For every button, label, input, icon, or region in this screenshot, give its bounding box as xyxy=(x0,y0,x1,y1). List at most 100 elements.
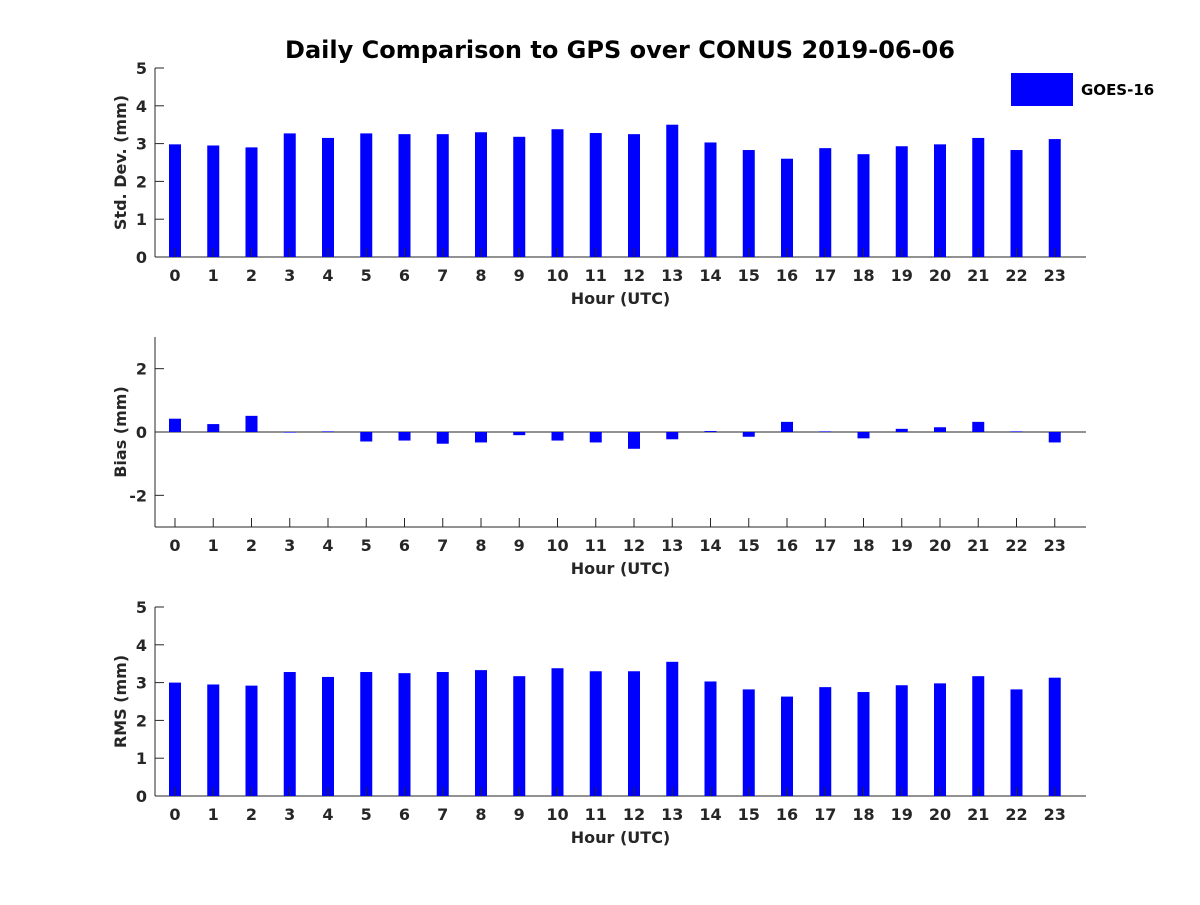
bar-hour-3 xyxy=(283,672,296,796)
bar-hour-8 xyxy=(475,132,487,257)
bar-hour-4 xyxy=(322,431,334,432)
bar-hour-0 xyxy=(169,418,181,432)
x-tick-label: 13 xyxy=(661,805,683,824)
x-tick-label: 0 xyxy=(169,536,180,555)
y-tick-label: 0 xyxy=(136,423,147,442)
bar-hour-18 xyxy=(857,432,870,439)
bar-hour-15 xyxy=(742,150,755,257)
bar-hour-22 xyxy=(1010,431,1023,432)
bar-hour-18 xyxy=(857,154,870,257)
x-tick-label: 23 xyxy=(1044,805,1066,824)
x-tick-label: 10 xyxy=(546,805,568,824)
y-axis-label: RMS (mm) xyxy=(111,655,130,748)
x-tick-label: 11 xyxy=(585,266,607,285)
bar-hour-4 xyxy=(322,676,334,796)
bar-hour-20 xyxy=(934,683,946,796)
x-tick-label: 2 xyxy=(246,536,257,555)
bar-hour-10 xyxy=(551,129,564,257)
bar-hour-12 xyxy=(628,671,640,796)
x-axis-label: Hour (UTC) xyxy=(571,559,671,578)
bar-hour-17 xyxy=(819,431,832,432)
bar-hour-14 xyxy=(704,142,717,257)
bar-hour-15 xyxy=(742,689,755,796)
bar-hour-23 xyxy=(1048,677,1061,796)
bar-hour-16 xyxy=(781,421,793,432)
x-tick-label: 23 xyxy=(1044,266,1066,285)
x-tick-label: 1 xyxy=(208,805,219,824)
x-tick-label: 2 xyxy=(246,266,257,285)
x-tick-label: 21 xyxy=(967,536,989,555)
x-tick-label: 7 xyxy=(437,805,448,824)
x-tick-label: 18 xyxy=(852,266,874,285)
x-tick-label: 4 xyxy=(322,266,333,285)
x-tick-label: 6 xyxy=(399,266,410,285)
x-tick-label: 2 xyxy=(246,805,257,824)
bar-hour-23 xyxy=(1048,432,1061,443)
y-tick-label: 0 xyxy=(136,248,147,267)
bar-hour-2 xyxy=(245,415,258,432)
x-tick-label: 9 xyxy=(514,266,525,285)
x-axis-label: Hour (UTC) xyxy=(571,828,671,847)
bar-hour-21 xyxy=(972,676,985,796)
bar-hour-6 xyxy=(398,673,411,796)
x-tick-label: 15 xyxy=(738,536,760,555)
bar-hour-18 xyxy=(857,692,870,796)
x-tick-label: 12 xyxy=(623,536,645,555)
x-tick-label: 13 xyxy=(661,266,683,285)
bar-hour-19 xyxy=(895,428,908,432)
bar-hour-10 xyxy=(551,668,564,796)
x-tick-label: 20 xyxy=(929,536,951,555)
bar-hour-7 xyxy=(436,134,449,257)
bar-hour-21 xyxy=(972,421,985,432)
x-tick-label: 5 xyxy=(361,536,372,555)
y-tick-label: 4 xyxy=(136,97,147,116)
bar-hour-0 xyxy=(169,682,181,796)
x-tick-label: 21 xyxy=(967,805,989,824)
bar-hour-21 xyxy=(972,137,985,257)
bar-hour-3 xyxy=(283,432,296,433)
y-tick-label: 5 xyxy=(136,59,147,78)
x-tick-label: 14 xyxy=(699,266,721,285)
x-tick-label: 17 xyxy=(814,266,836,285)
bar-hour-10 xyxy=(551,432,564,441)
x-tick-label: 20 xyxy=(929,805,951,824)
y-tick-label: 3 xyxy=(136,674,147,693)
bar-hour-13 xyxy=(666,661,679,796)
x-tick-label: 14 xyxy=(699,536,721,555)
bar-hour-2 xyxy=(245,685,258,796)
bar-hour-13 xyxy=(666,432,679,440)
bar-hour-11 xyxy=(589,671,602,796)
bar-hour-1 xyxy=(207,424,220,432)
bar-hour-14 xyxy=(704,681,717,796)
bar-hour-2 xyxy=(245,147,258,257)
bar-hour-5 xyxy=(360,672,373,796)
x-tick-label: 9 xyxy=(514,805,525,824)
x-tick-label: 13 xyxy=(661,536,683,555)
y-tick-label: 5 xyxy=(136,598,147,617)
x-tick-label: 3 xyxy=(284,536,295,555)
bar-hour-4 xyxy=(322,137,334,257)
x-tick-label: 1 xyxy=(208,266,219,285)
x-tick-label: 5 xyxy=(361,266,372,285)
bar-hour-9 xyxy=(513,432,526,436)
bar-hour-19 xyxy=(895,685,908,796)
x-tick-label: 0 xyxy=(169,266,180,285)
x-tick-label: 5 xyxy=(361,805,372,824)
y-tick-label: 2 xyxy=(136,360,147,379)
legend: GOES-16 xyxy=(1011,73,1154,106)
x-tick-label: 14 xyxy=(699,805,721,824)
x-tick-label: 8 xyxy=(475,536,486,555)
x-tick-label: 7 xyxy=(437,266,448,285)
x-tick-label: 11 xyxy=(585,805,607,824)
x-tick-label: 4 xyxy=(322,805,333,824)
bar-hour-16 xyxy=(781,158,793,257)
bar-hour-17 xyxy=(819,687,832,796)
x-tick-label: 23 xyxy=(1044,536,1066,555)
x-tick-label: 9 xyxy=(514,536,525,555)
bar-hour-7 xyxy=(436,432,449,444)
bar-hour-5 xyxy=(360,432,373,442)
bar-hour-19 xyxy=(895,146,908,257)
